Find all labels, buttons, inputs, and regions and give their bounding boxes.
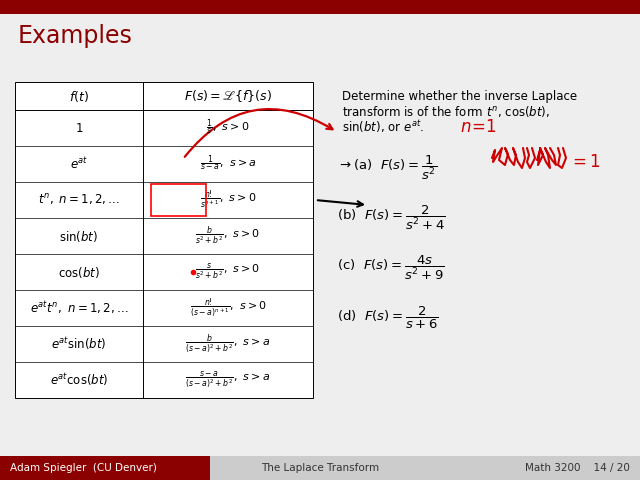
Text: $e^{at}\cos(bt)$: $e^{at}\cos(bt)$	[50, 372, 108, 388]
Bar	[0, 0, 640, 14]
Text: $\frac{n!}{(s-a)^{n+1}},\ s>0$: $\frac{n!}{(s-a)^{n+1}},\ s>0$	[189, 296, 266, 320]
Text: $n\!=\!1$: $n\!=\!1$	[460, 118, 497, 136]
Bar	[15, 82, 313, 398]
Text: $e^{at}t^n,\ n=1,2,\ldots$: $e^{at}t^n,\ n=1,2,\ldots$	[29, 300, 128, 316]
Text: Examples: Examples	[18, 24, 133, 48]
Text: Adam Spiegler  (CU Denver): Adam Spiegler (CU Denver)	[10, 463, 157, 473]
Text: $F(s) = \mathscr{L}\{f\}(s)$: $F(s) = \mathscr{L}\{f\}(s)$	[184, 88, 272, 104]
Text: $f(t)$: $f(t)$	[69, 88, 89, 104]
Bar	[310, 0, 332, 14]
Text: (d)  $F(s) = \dfrac{2}{s+6}$: (d) $F(s) = \dfrac{2}{s+6}$	[337, 305, 439, 331]
Text: $\frac{s}{s^2+b^2},\ s>0$: $\frac{s}{s^2+b^2},\ s>0$	[195, 262, 260, 282]
Text: (c)  $F(s) = \dfrac{4s}{s^2+9}$: (c) $F(s) = \dfrac{4s}{s^2+9}$	[337, 254, 445, 282]
Bar	[210, 456, 640, 480]
Text: $\frac{n!}{s^{n+1}},\ s>0$: $\frac{n!}{s^{n+1}},\ s>0$	[200, 189, 257, 211]
Text: $1$: $1$	[75, 121, 83, 134]
Text: Determine whether the inverse Laplace: Determine whether the inverse Laplace	[342, 90, 577, 103]
Text: $e^{at}$: $e^{at}$	[70, 156, 88, 172]
Text: $\frac{1}{s},\ s>0$: $\frac{1}{s},\ s>0$	[206, 118, 250, 138]
Text: transform is of the form $t^n$, $\cos(bt)$,: transform is of the form $t^n$, $\cos(bt…	[342, 104, 550, 119]
Text: $\frac{1}{s-a},\ s>a$: $\frac{1}{s-a},\ s>a$	[200, 154, 256, 174]
Text: $\sin(bt)$, or $e^{at}$.: $\sin(bt)$, or $e^{at}$.	[342, 118, 424, 134]
Bar	[151, 184, 206, 216]
Text: $\frac{b}{(s-a)^2+b^2},\ s>a$: $\frac{b}{(s-a)^2+b^2},\ s>a$	[186, 332, 271, 356]
Bar	[0, 456, 210, 480]
Text: $\frac{s-a}{(s-a)^2+b^2},\ s>a$: $\frac{s-a}{(s-a)^2+b^2},\ s>a$	[186, 370, 271, 390]
Text: (b)  $F(s) = \dfrac{2}{s^2+4}$: (b) $F(s) = \dfrac{2}{s^2+4}$	[337, 204, 445, 232]
Text: $\sin(bt)$: $\sin(bt)$	[60, 228, 99, 243]
Text: $=1$: $=1$	[569, 153, 600, 171]
Text: $e^{at}\sin(bt)$: $e^{at}\sin(bt)$	[51, 336, 107, 352]
Text: $\cos(bt)$: $\cos(bt)$	[58, 264, 100, 279]
Text: $t^n,\ n=1,2,\ldots$: $t^n,\ n=1,2,\ldots$	[38, 192, 120, 207]
Text: Math 3200    14 / 20: Math 3200 14 / 20	[525, 463, 630, 473]
Text: The Laplace Transform: The Laplace Transform	[261, 463, 379, 473]
Text: $\rightarrow$(a)  $F(s) = \dfrac{1}{s^2}$: $\rightarrow$(a) $F(s) = \dfrac{1}{s^2}$	[337, 154, 437, 182]
Text: $\frac{b}{s^2+b^2},\ s>0$: $\frac{b}{s^2+b^2},\ s>0$	[195, 225, 260, 247]
